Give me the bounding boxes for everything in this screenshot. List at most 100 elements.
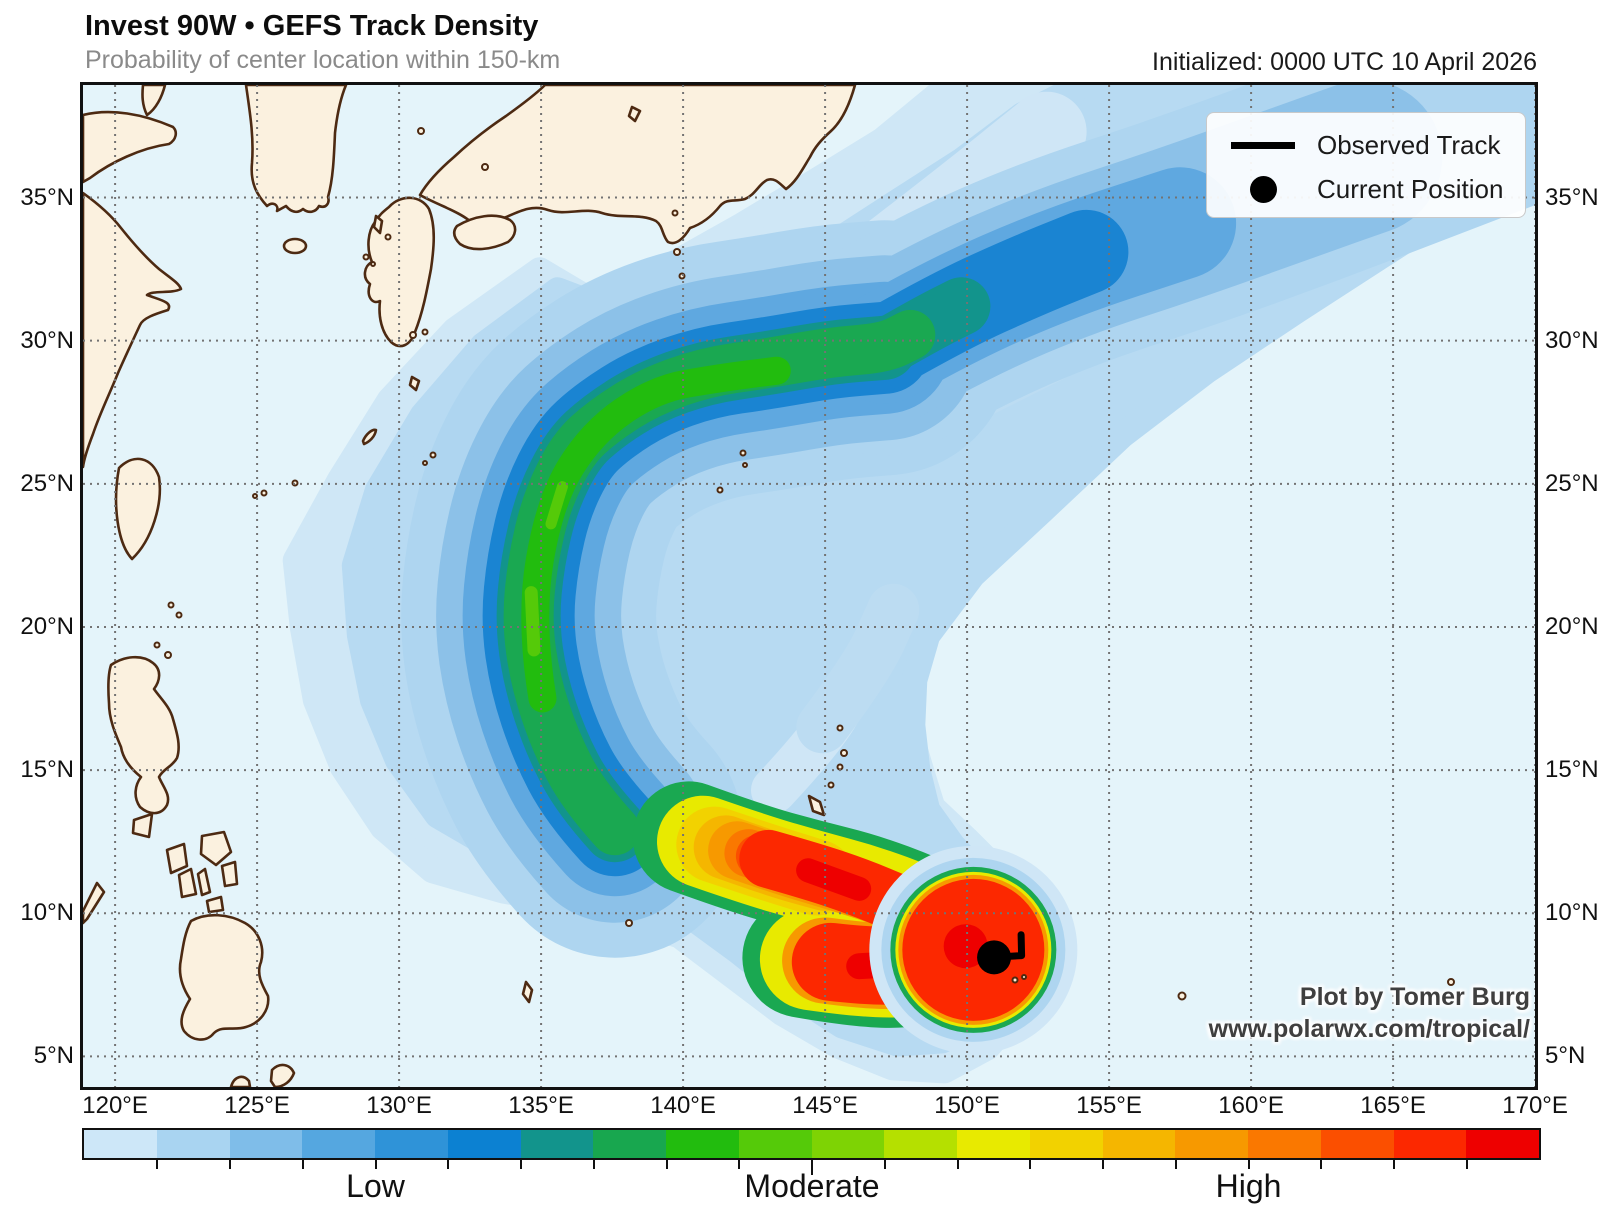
- lat-label-left: 25°N: [20, 469, 74, 497]
- colorbar-cell-16: [1248, 1130, 1321, 1158]
- colorbar-cell-2: [229, 1130, 303, 1158]
- credit-url: www.polarwx.com/tropical/: [1208, 1015, 1530, 1043]
- page-title: Invest 90W • GEFS Track Density: [85, 10, 539, 42]
- colorbar-cell-0: [84, 1130, 157, 1158]
- plume-band-20: [524, 586, 541, 657]
- land-sulawesi-tip: [229, 1075, 252, 1087]
- land-taiwan: [114, 457, 162, 561]
- colorbar-label-moderate: Moderate: [744, 1168, 880, 1204]
- current-position-marker: [977, 940, 1012, 975]
- colorbar-cell-7: [593, 1130, 666, 1158]
- lat-label-left: 5°N: [33, 1042, 74, 1070]
- colorbar-tick: [1029, 1160, 1032, 1169]
- current-position-dot-icon: [1231, 175, 1295, 203]
- colorbar: [82, 1128, 1541, 1160]
- legend-observed-track-label: Observed Track: [1317, 129, 1501, 160]
- observed-track-layer: [977, 931, 1026, 975]
- lat-label-left: 30°N: [20, 326, 74, 354]
- colorbar-tick: [156, 1160, 159, 1169]
- colorbar-tick: [229, 1160, 231, 1169]
- land-okinawa: [361, 428, 378, 446]
- colorbar-cell-3: [302, 1130, 375, 1158]
- land-leyte: [220, 860, 239, 888]
- lat-label-right: 5°N: [1545, 1042, 1586, 1070]
- colorbar-cell-4: [375, 1130, 448, 1158]
- map-frame: [80, 82, 1538, 1090]
- credit-author: Plot by Tomer Burg: [1299, 983, 1530, 1011]
- track-density-map: [83, 85, 1535, 1087]
- density-plume: [282, 85, 1535, 1084]
- lat-label-left: 10°N: [20, 899, 74, 927]
- land-panay: [165, 842, 189, 875]
- land-samar: [199, 830, 233, 867]
- lat-label-right: 20°N: [1545, 612, 1599, 640]
- legend-row-track: Observed Track: [1231, 123, 1525, 167]
- colorbar-tick: [1320, 1160, 1323, 1169]
- plume-band-5: [796, 583, 920, 754]
- colorbar-cell-18: [1393, 1130, 1467, 1158]
- colorbar-tick: [374, 1160, 377, 1169]
- land-jeju: [282, 237, 308, 255]
- land-china-coast: [83, 191, 183, 469]
- lon-label: 145°E: [792, 1092, 858, 1119]
- colorbar-tick: [1465, 1160, 1468, 1169]
- legend: Observed Track Current Position: [1206, 112, 1526, 218]
- land-amami: [408, 375, 421, 392]
- lat-label-right: 10°N: [1545, 899, 1599, 927]
- colorbar-tick: [1247, 1160, 1250, 1169]
- landmasses: [83, 85, 1455, 1087]
- colorbar-cell-15: [1175, 1130, 1248, 1158]
- land-mindanao: [178, 913, 270, 1041]
- plume-core: [943, 924, 988, 969]
- colorbar-cell-1: [156, 1130, 230, 1158]
- colorbar-cell-17: [1320, 1130, 1394, 1158]
- colorbar-cell-10: [811, 1130, 885, 1158]
- lon-label: 165°E: [1360, 1092, 1426, 1119]
- lat-label-left: 35°N: [20, 183, 74, 211]
- land-korea: [244, 85, 348, 214]
- land-mindoro: [131, 812, 154, 839]
- land-shikoku: [452, 214, 517, 251]
- land-palawan: [83, 881, 106, 925]
- colorbar-cell-14: [1102, 1130, 1176, 1158]
- colorbar-cell-9: [738, 1130, 812, 1158]
- land-sado: [627, 105, 642, 123]
- observed-track-line-icon: [1231, 141, 1295, 149]
- colorbar-label-low: Low: [346, 1168, 405, 1204]
- colorbar-label-high: High: [1215, 1168, 1282, 1204]
- colorbar-cell-13: [1029, 1130, 1103, 1158]
- lat-label-left: 15°N: [20, 756, 74, 784]
- land-liaodong: [141, 85, 167, 117]
- initialized-timestamp: Initialized: 0000 UTC 10 April 2026: [1152, 48, 1537, 76]
- lon-label: 130°E: [366, 1092, 432, 1119]
- colorbar-cell-8: [666, 1130, 739, 1158]
- colorbar-tick: [1174, 1160, 1177, 1169]
- lat-label-left: 20°N: [20, 612, 74, 640]
- lon-label: 125°E: [224, 1092, 290, 1119]
- legend-row-position: Current Position: [1231, 167, 1525, 211]
- land-guam: [807, 794, 826, 817]
- lon-label: 150°E: [934, 1092, 1000, 1119]
- colorbar-cell-6: [520, 1130, 594, 1158]
- colorbar-tick: [301, 1160, 304, 1169]
- lat-label-right: 15°N: [1545, 756, 1599, 784]
- colorbar-tick: [520, 1160, 522, 1169]
- lat-label-right: 30°N: [1545, 326, 1599, 354]
- lon-label: 170°E: [1502, 1092, 1568, 1119]
- land-cebu: [196, 867, 212, 897]
- lat-label-right: 25°N: [1545, 469, 1599, 497]
- lon-label: 140°E: [650, 1092, 716, 1119]
- colorbar-tick: [592, 1160, 595, 1169]
- land-bohol: [205, 895, 225, 914]
- lon-label: 120°E: [82, 1092, 148, 1119]
- colorbar-tick: [1393, 1160, 1395, 1169]
- colorbar-tick: [738, 1160, 741, 1169]
- lon-label: 135°E: [508, 1092, 574, 1119]
- land-kyushu: [363, 196, 436, 348]
- lon-label: 160°E: [1218, 1092, 1284, 1119]
- colorbar-tick: [1102, 1160, 1104, 1169]
- colorbar-cell-12: [957, 1130, 1030, 1158]
- colorbar-cell-5: [447, 1130, 521, 1158]
- small-islands: [153, 127, 1455, 1001]
